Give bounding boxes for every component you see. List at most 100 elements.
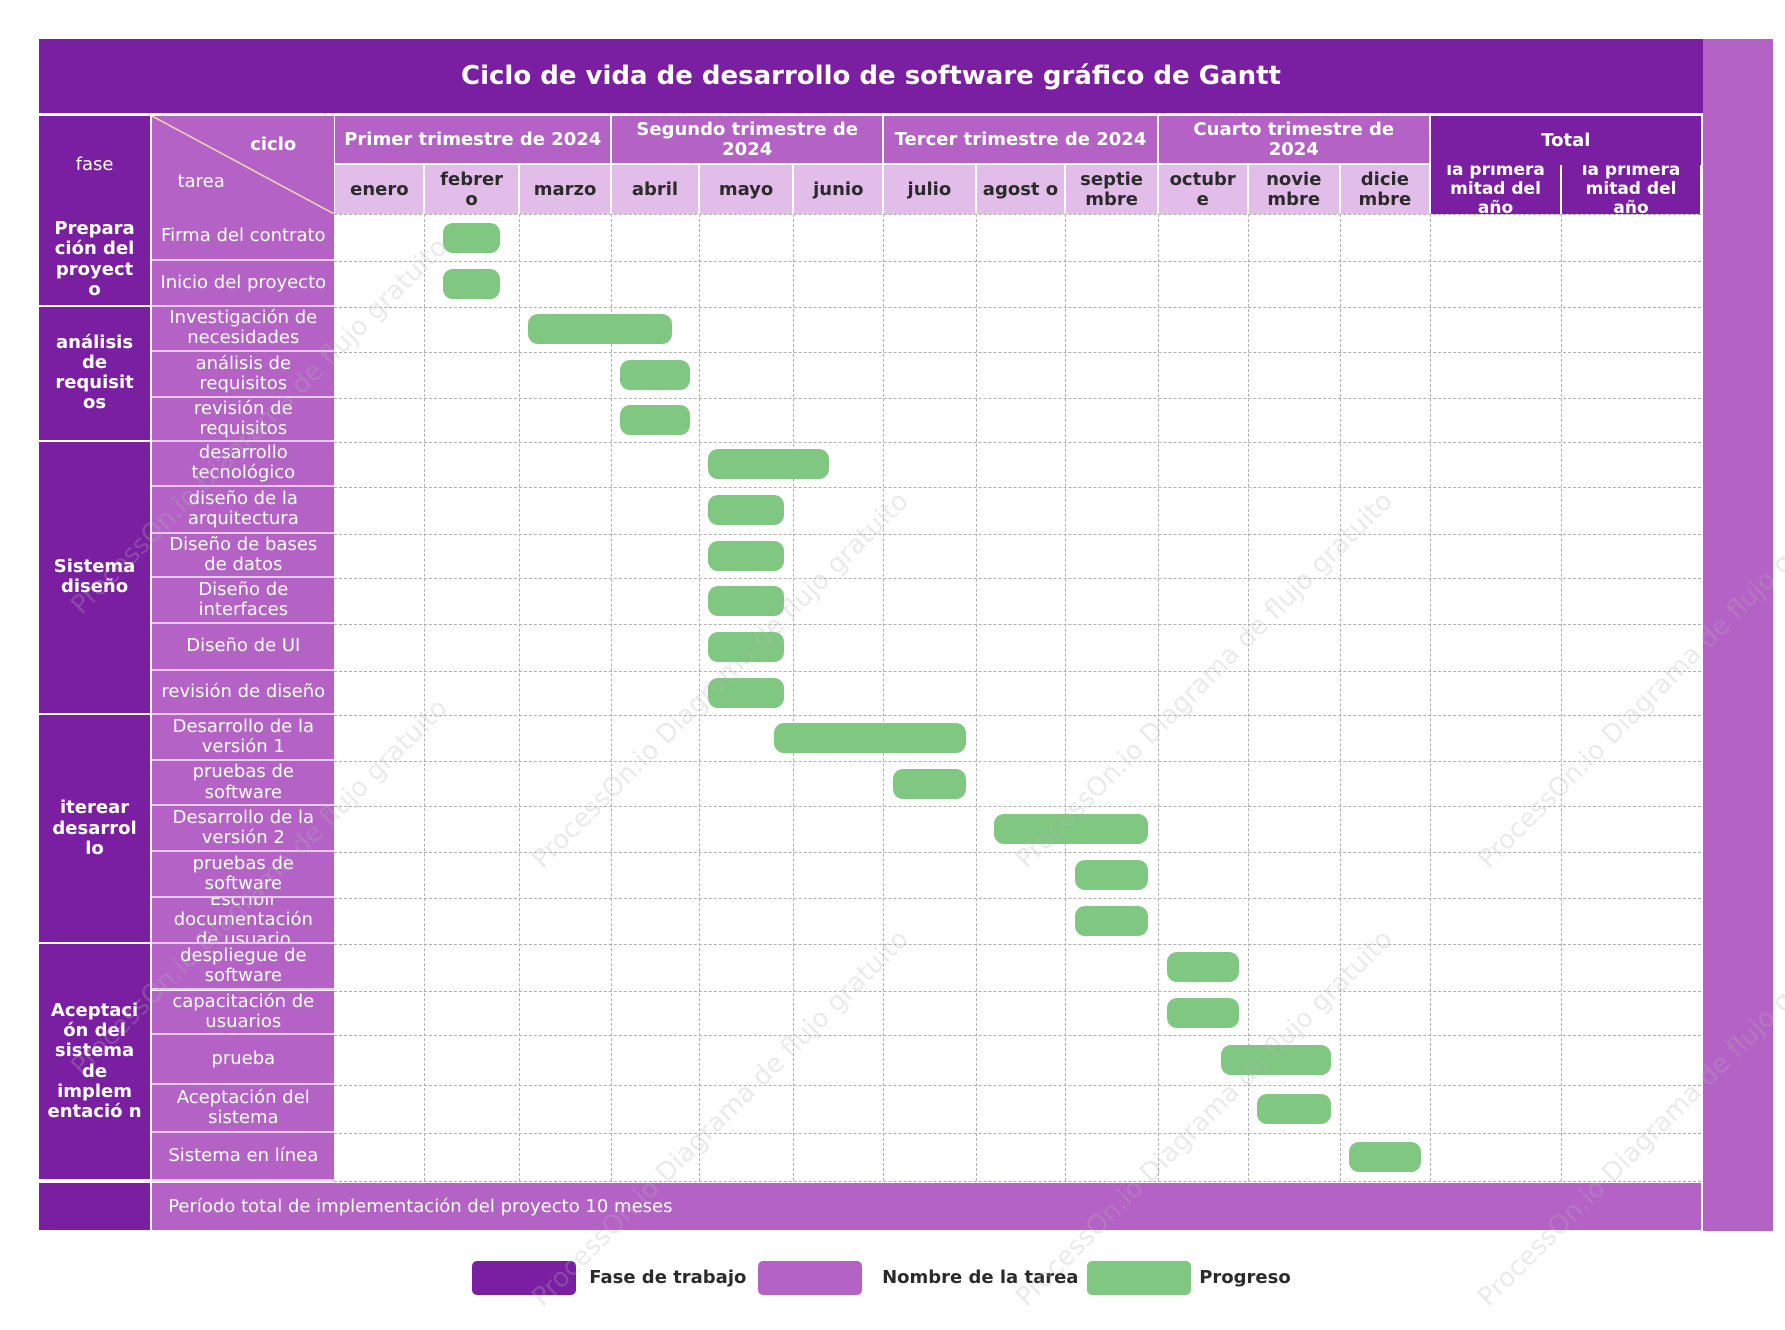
legend-swatch [757, 1261, 862, 1296]
grid-line-horizontal [334, 577, 1701, 579]
task-progress-bar [1220, 1045, 1331, 1076]
grid-line-vertical [975, 214, 977, 1181]
task-progress-bar [708, 585, 784, 616]
grid-line-horizontal [334, 806, 1701, 808]
task-progress-bar [1166, 952, 1239, 983]
month-header: marzo [519, 164, 611, 215]
grid-line-horizontal [334, 214, 1701, 216]
grid-line-vertical [1065, 214, 1067, 1181]
task-label: despliegue de software [152, 944, 335, 991]
legend-label: Nombre de la tarea [882, 1267, 1079, 1289]
grid-line-vertical [883, 214, 885, 1181]
legend-swatch [471, 1261, 576, 1296]
header-ciclo-tarea: ciclo tarea [152, 116, 335, 215]
quarter-header: Segundo trimestre de 2024 [612, 116, 883, 163]
task-progress-bar [892, 768, 967, 799]
task-label: análisis de requisitos [152, 351, 335, 398]
month-header: enero [335, 164, 424, 215]
header-total: Total [1430, 116, 1701, 165]
task-label: pruebas de software [152, 852, 335, 899]
legend-label: Fase de trabajo [589, 1267, 747, 1289]
task-label: Firma del contrato [152, 214, 335, 261]
task-progress-bar [1348, 1142, 1421, 1173]
legend-swatch [1087, 1261, 1192, 1296]
month-header: dicie mbre [1340, 164, 1429, 215]
grid-line-horizontal [334, 714, 1701, 716]
quarter-header: Tercer trimestre de 2024 [884, 116, 1157, 163]
grid-line-horizontal [334, 1133, 1701, 1135]
grid-line-horizontal [334, 1180, 1701, 1182]
grid-line-horizontal [334, 944, 1701, 946]
grid-line-horizontal [334, 260, 1701, 262]
grid-line-horizontal [334, 441, 1701, 443]
grid-line-vertical [1429, 214, 1431, 1181]
month-header: agost o [976, 164, 1065, 215]
grid-line-vertical [1561, 214, 1563, 1181]
quarter-header: Cuarto trimestre de 2024 [1158, 116, 1429, 163]
right-decor-strip [1703, 39, 1773, 1231]
footer-phase-cell [39, 1183, 150, 1231]
task-progress-bar [774, 722, 967, 753]
task-label: Desarrollo de la versión 1 [152, 714, 335, 762]
task-progress-bar [1074, 906, 1149, 937]
grid-line-vertical [424, 214, 426, 1181]
task-label: Diseño de UI [152, 623, 335, 672]
task-progress-bar [619, 359, 690, 390]
phase-label: Sistema diseño [39, 441, 152, 715]
grid-line-horizontal [334, 852, 1701, 854]
task-label: Diseño de bases de datos [152, 533, 335, 578]
grid-line-horizontal [334, 1085, 1701, 1087]
grid-line-vertical [698, 214, 700, 1181]
task-label: revisión de diseño [152, 671, 335, 715]
grid-line-horizontal [334, 898, 1701, 900]
grid-line-vertical [1157, 214, 1159, 1181]
watermark-text: ProcessOn.io Diagrama de flujo gratuito [526, 485, 915, 875]
task-label: pruebas de software [152, 761, 335, 806]
grid-line-horizontal [334, 533, 1701, 535]
grid-line-horizontal [334, 671, 1701, 673]
header-ciclo: ciclo [250, 133, 297, 155]
header-tarea: tarea [177, 170, 225, 192]
month-header: septie mbre [1066, 164, 1157, 215]
task-label: Inicio del proyecto [152, 260, 335, 307]
task-label: Aceptación del sistema [152, 1085, 335, 1134]
grid-line-horizontal [334, 761, 1701, 763]
header-diagonal-line [152, 116, 335, 215]
phase-label: análisis de requisit os [39, 306, 152, 442]
phase-label: Prepara ción del proyect o [39, 214, 152, 307]
task-progress-bar [708, 632, 784, 663]
grid-line-vertical [611, 214, 613, 1181]
task-label: desarrollo tecnológico [152, 441, 335, 487]
task-progress-bar [993, 814, 1149, 845]
watermark-text: ProcessOn.io Diagrama de flujo gratuito [526, 923, 915, 1313]
month-header: junio [794, 164, 883, 215]
task-progress-bar [1166, 998, 1239, 1028]
grid-line-horizontal [334, 306, 1701, 308]
quarter-header: Primer trimestre de 2024 [335, 116, 611, 163]
task-progress-bar [528, 314, 673, 345]
task-label: Desarrollo de la versión 2 [152, 806, 335, 853]
grid-line-horizontal [334, 486, 1701, 488]
month-header: abril [612, 164, 698, 215]
grid-line-horizontal [334, 397, 1701, 399]
task-progress-bar [708, 540, 784, 571]
grid-line-vertical [1339, 214, 1341, 1181]
grid-line-horizontal [334, 990, 1701, 992]
total-subheader: la primera mitad del año [1430, 164, 1561, 215]
footer-note: Período total de implementación del proy… [152, 1183, 1701, 1231]
task-label: Sistema en línea [152, 1133, 335, 1181]
legend-label: Progreso [1199, 1267, 1291, 1289]
task-label: capacitación de usuarios [152, 990, 335, 1036]
watermark-text: ProcessOn.io Diagrama de flujo gratuito [1010, 485, 1400, 875]
task-label: diseño de la arquitectura [152, 486, 335, 534]
task-label: Investigación de necesidades [152, 306, 335, 352]
chart-title: Ciclo de vida de desarrollo de software … [39, 39, 1703, 113]
task-progress-bar [443, 222, 500, 253]
header-fase: fase [39, 116, 150, 215]
month-header: novie mbre [1248, 164, 1339, 215]
phase-label: iterear desarrol lo [39, 714, 152, 945]
month-header: octubr e [1158, 164, 1247, 215]
grid-line-vertical [793, 214, 795, 1181]
grid-line-vertical [518, 214, 520, 1181]
